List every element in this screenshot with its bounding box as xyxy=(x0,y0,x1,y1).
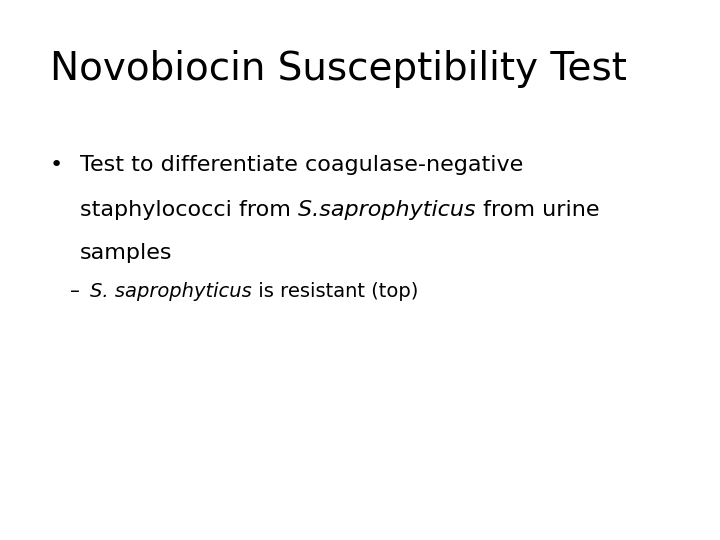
Text: from urine: from urine xyxy=(476,200,599,220)
Text: staphylococci from: staphylococci from xyxy=(80,200,298,220)
Text: –: – xyxy=(70,282,80,301)
Text: samples: samples xyxy=(80,243,173,263)
Text: S. saprophyticus: S. saprophyticus xyxy=(90,282,252,301)
Text: •: • xyxy=(50,155,63,175)
Text: Novobiocin Susceptibility Test: Novobiocin Susceptibility Test xyxy=(50,50,627,88)
Text: S.​saprophyticus: S.​saprophyticus xyxy=(298,200,476,220)
Text: is resistant (top): is resistant (top) xyxy=(252,282,418,301)
Text: Test to differentiate coagulase-negative: Test to differentiate coagulase-negative xyxy=(80,155,523,175)
